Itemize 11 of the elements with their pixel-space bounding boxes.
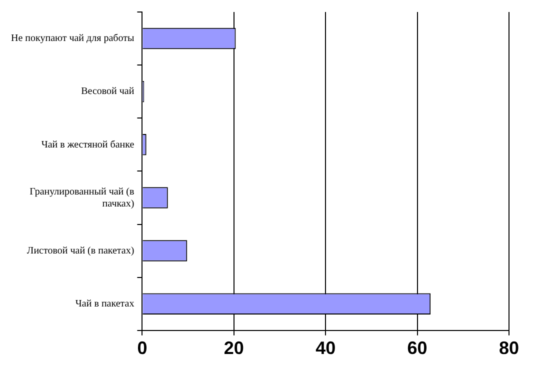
x-tick-label: 20 [224, 338, 244, 358]
y-tick-label: Чай в пакетах [75, 298, 134, 310]
x-tick-label: 40 [316, 338, 336, 358]
y-tick-label: Чай в жестяной банке [41, 139, 135, 150]
y-tick-label: Весовой чай [81, 86, 135, 98]
y-tick-label: Листовой чай (в пакетах) [26, 245, 134, 256]
y-tick-label: Не покупают чай для работы [10, 33, 134, 44]
x-tick-label: 80 [498, 338, 520, 358]
y-tick-label: Гранулированный чай (в пачках) [30, 186, 134, 210]
x-tick-label: 0 [137, 338, 148, 358]
x-tick-label: 60 [407, 338, 428, 358]
